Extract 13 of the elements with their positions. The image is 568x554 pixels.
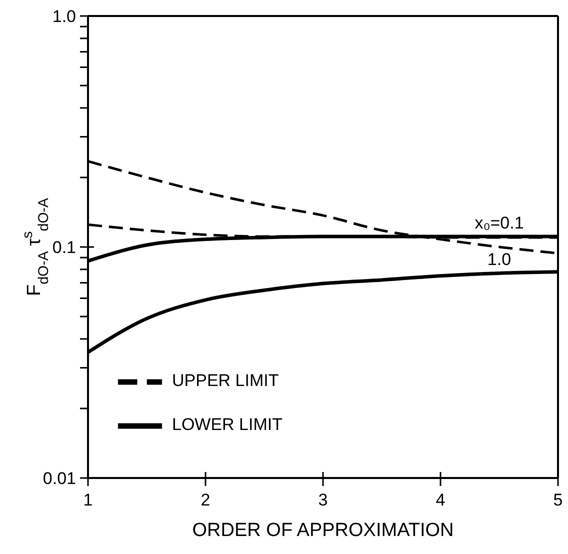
y-tick-label: 0.1 bbox=[52, 238, 76, 257]
x-tick-label: 4 bbox=[436, 490, 446, 510]
x-tick-label: 5 bbox=[553, 490, 563, 510]
legend-label: LOWER LIMIT bbox=[172, 415, 283, 434]
x-tick-label: 3 bbox=[318, 490, 328, 510]
x-tick-label: 1 bbox=[83, 490, 93, 510]
annotation: x₀=0.1 bbox=[474, 214, 524, 233]
y-tick-label: 0.01 bbox=[42, 468, 76, 488]
y-tick-label: 1.0 bbox=[52, 6, 76, 26]
annotation: 1.0 bbox=[487, 250, 512, 270]
x-axis-title: ORDER OF APPROXIMATION bbox=[192, 520, 454, 541]
x-tick-label: 2 bbox=[200, 490, 210, 510]
legend-label: UPPER LIMIT bbox=[172, 371, 279, 390]
